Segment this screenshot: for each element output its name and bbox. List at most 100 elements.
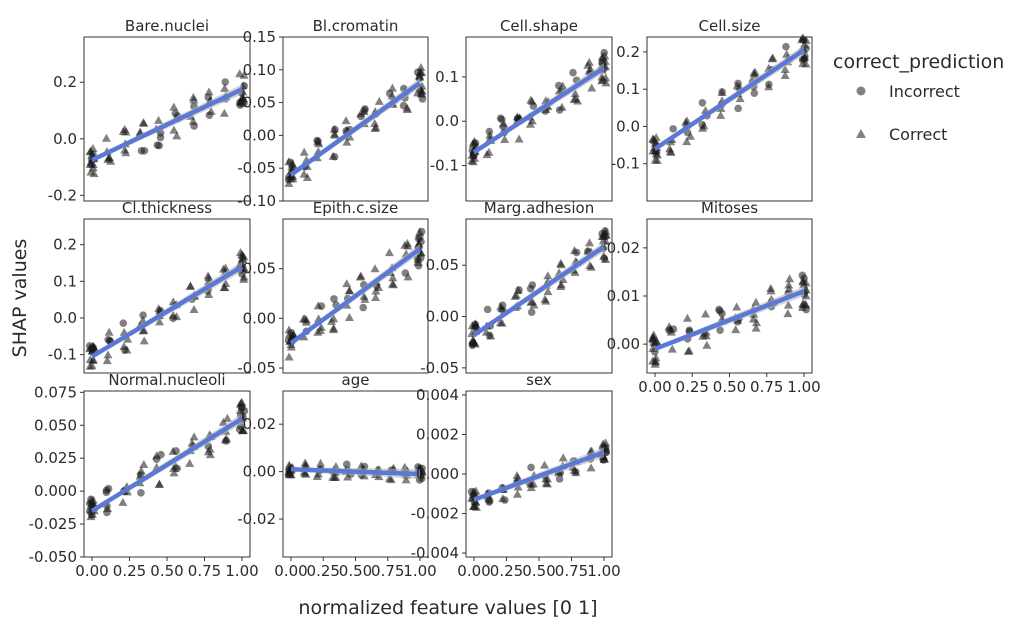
panel-bare-nuclei: Bare.nuclei -0.2 0.0 0.2 — [48, 17, 251, 204]
point-incorrect — [286, 158, 295, 167]
panel-frame — [83, 36, 251, 202]
point-correct — [313, 469, 323, 478]
x-tick-label: 1.00 — [403, 562, 436, 580]
point-correct — [585, 238, 595, 247]
point-correct — [540, 460, 550, 469]
x-tick-label: 0.50 — [713, 378, 746, 396]
trend-line — [472, 66, 606, 155]
point-correct — [682, 313, 692, 322]
point-correct — [388, 273, 398, 282]
point-correct — [556, 280, 566, 289]
x-tick-label: 0.75 — [555, 562, 588, 580]
legend-label-incorrect: Incorrect — [889, 82, 960, 101]
x-tick-label: 0.50 — [150, 562, 183, 580]
y-tick-label: 0.00 — [607, 335, 640, 353]
point-correct — [558, 81, 568, 90]
point-correct — [370, 264, 380, 273]
point-correct — [300, 468, 310, 477]
point-correct — [239, 274, 249, 283]
y-tick-label: 0.2 — [616, 43, 640, 61]
point-correct — [716, 110, 726, 119]
point-incorrect — [527, 308, 536, 317]
x-tick-label: 0.75 — [371, 562, 404, 580]
x-tick-label: 0.00 — [638, 378, 671, 396]
point-correct — [302, 173, 312, 182]
point-correct — [204, 273, 214, 282]
point-incorrect — [734, 104, 742, 113]
point-correct — [387, 279, 397, 288]
point-correct — [102, 356, 112, 365]
x-tick-label: 1.00 — [787, 378, 820, 396]
point-correct — [169, 125, 179, 134]
y-tick-label: 0.050 — [34, 416, 77, 434]
point-correct — [118, 126, 128, 135]
point-correct — [542, 479, 552, 488]
point-correct — [86, 167, 96, 176]
y-tick-label: 0.004 — [416, 386, 459, 404]
point-correct — [413, 88, 423, 97]
point-correct — [682, 137, 692, 146]
point-correct — [101, 133, 111, 142]
point-correct — [702, 340, 712, 349]
point-correct — [512, 489, 522, 498]
point-correct — [185, 458, 195, 467]
panel-cl-thickness: Cl.thickness -0.1 0.0 0.1 0.2 — [48, 199, 251, 374]
point-correct — [586, 262, 596, 271]
point-correct — [701, 331, 711, 340]
point-correct — [514, 134, 524, 143]
point-correct — [599, 229, 609, 238]
point-incorrect — [240, 81, 249, 90]
point-correct — [599, 251, 609, 260]
point-correct — [499, 119, 509, 128]
point-correct — [221, 279, 231, 288]
point-correct — [468, 139, 478, 148]
point-correct — [543, 271, 553, 280]
point-incorrect — [572, 248, 581, 257]
trend-line — [91, 87, 243, 163]
facet-panels: Bare.nuclei -0.2 0.0 0.2 Bl.cromatin -0.10 -0.… — [29, 17, 821, 580]
point-correct — [189, 304, 199, 313]
point-correct — [751, 323, 761, 332]
point-correct — [330, 130, 340, 139]
point-correct — [684, 346, 694, 355]
point-incorrect — [119, 319, 128, 327]
panel-frame — [83, 218, 251, 374]
point-incorrect — [555, 475, 564, 483]
point-incorrect — [103, 508, 111, 517]
point-correct — [701, 309, 711, 318]
point-correct — [731, 325, 741, 334]
point-correct — [780, 70, 790, 79]
point-correct — [403, 272, 413, 281]
point-correct — [138, 326, 148, 335]
legend-title: correct_prediction — [833, 51, 1004, 73]
point-correct — [413, 258, 423, 267]
point-incorrect — [152, 455, 161, 463]
trend-line — [473, 450, 605, 502]
point-correct — [540, 294, 550, 303]
point-correct — [219, 108, 229, 117]
panel-frame — [646, 36, 813, 202]
point-correct — [343, 472, 353, 481]
point-correct — [416, 68, 426, 77]
point-incorrect — [798, 56, 807, 64]
x-tick-label: 0.25 — [113, 562, 146, 580]
y-tick-label: -0.002 — [411, 505, 459, 523]
y-tick-label: 0.00 — [243, 126, 276, 144]
point-incorrect — [669, 325, 678, 334]
y-tick-label: 0.025 — [34, 449, 77, 467]
point-incorrect — [527, 463, 535, 472]
y-tick-label: 0.02 — [607, 239, 640, 257]
x-tick-label: 0.25 — [307, 562, 340, 580]
point-correct — [284, 469, 294, 478]
point-incorrect — [698, 121, 707, 129]
point-correct — [88, 144, 98, 153]
point-incorrect — [669, 125, 677, 133]
point-correct — [571, 468, 581, 477]
y-tick-label: 0.0 — [53, 309, 77, 327]
point-correct — [154, 479, 164, 488]
panel-age: age-0.020.000.020.000.250.500.751.00 — [237, 371, 437, 580]
x-tick-label: 0.75 — [188, 562, 221, 580]
point-correct — [370, 118, 380, 127]
point-correct — [218, 264, 228, 273]
point-correct — [139, 459, 149, 468]
